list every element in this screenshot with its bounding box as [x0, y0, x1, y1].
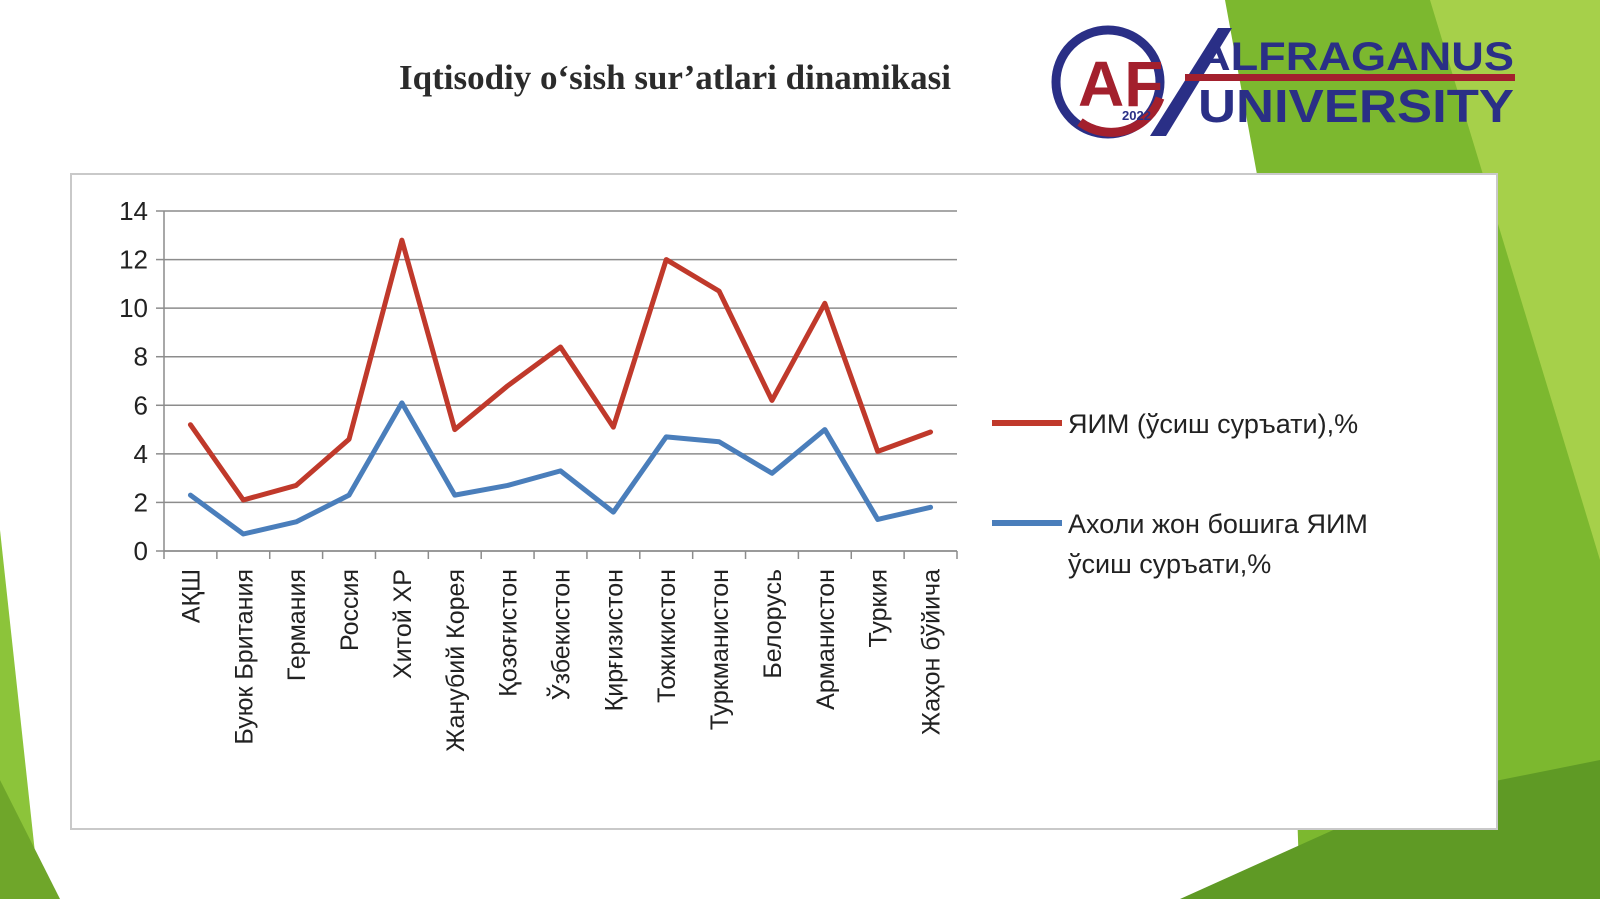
logo-ring-accent — [1077, 96, 1165, 137]
y-axis: 0 2 4 6 8 10 12 14 — [119, 196, 165, 566]
x-tick-label: Қирғизистон — [600, 569, 628, 711]
x-tick-label: Ўзбекистон — [546, 569, 576, 700]
y-tick-label: 14 — [119, 196, 148, 226]
series-line-2 — [187, 400, 934, 537]
x-tick-label: Белорусь — [759, 569, 787, 679]
x-tick-label: Буюк Британия — [230, 569, 258, 745]
legend: ЯИМ (ўсиш суръати),% Ахоли жон бошига ЯИМ… — [992, 409, 1368, 579]
green-decor-bottom-left — [0, 780, 60, 899]
line-chart: 0 2 4 6 8 10 12 14 АҚШ Буюк Британия Германия Росс… — [119, 196, 1368, 752]
x-tick-label: Германия — [283, 569, 311, 681]
logo-slash — [1150, 28, 1232, 136]
x-tick-label: Арманистон — [812, 569, 840, 710]
y-tick-label: 2 — [134, 487, 148, 517]
y-tick-label: 10 — [119, 293, 148, 323]
x-tick-label: Қозоғистон — [495, 569, 523, 697]
x-tick-label: Хитой ХР — [389, 569, 417, 679]
x-tick-label: АҚШ — [177, 569, 205, 623]
logo-year: 2022 — [1122, 108, 1151, 123]
x-tick-label: Туркия — [865, 569, 893, 647]
x-axis: АҚШ Буюк Британия Германия Россия Хитой ХР Жа… — [163, 550, 958, 752]
logo-line2: UNIVERSITY — [1198, 80, 1514, 132]
x-tick-label: Россия — [336, 569, 364, 651]
grid-lines — [164, 210, 957, 552]
x-tick-label: Туркманистон — [706, 569, 734, 730]
x-tick-label: Тожикистон — [653, 569, 681, 703]
y-tick-label: 6 — [134, 390, 148, 420]
x-tick-label: Жанубий Корея — [442, 569, 470, 752]
green-decor-top-right-light — [1430, 0, 1600, 560]
logo-stripe — [1185, 74, 1515, 81]
y-tick-label: 0 — [134, 536, 148, 566]
legend-label-2: Ахоли жон бошига ЯИМ ўсиш суръати,% — [1068, 509, 1368, 579]
y-tick-label: 8 — [134, 342, 148, 372]
university-logo: AF 2022 ALFRAGANUS UNIVERSITY — [1051, 25, 1515, 139]
series-lines — [187, 237, 934, 537]
legend-label-1: ЯИМ (ўсиш суръати),% — [1068, 409, 1358, 439]
y-tick-label: 4 — [134, 439, 148, 469]
x-tick-label: Жаҳон бўйича — [918, 569, 946, 735]
series-line-1 — [187, 237, 934, 503]
y-tick-label: 12 — [119, 245, 148, 275]
logo-line1: ALFRAGANUS — [1198, 35, 1514, 79]
logo-monogram: AF — [1078, 48, 1163, 120]
chart-frame: 0 2 4 6 8 10 12 14 АҚШ Буюк Британия Германия Росс… — [70, 173, 1498, 830]
slide-title: Iqtisodiy o‘sish sur’atlari dinamikasi — [398, 58, 951, 97]
